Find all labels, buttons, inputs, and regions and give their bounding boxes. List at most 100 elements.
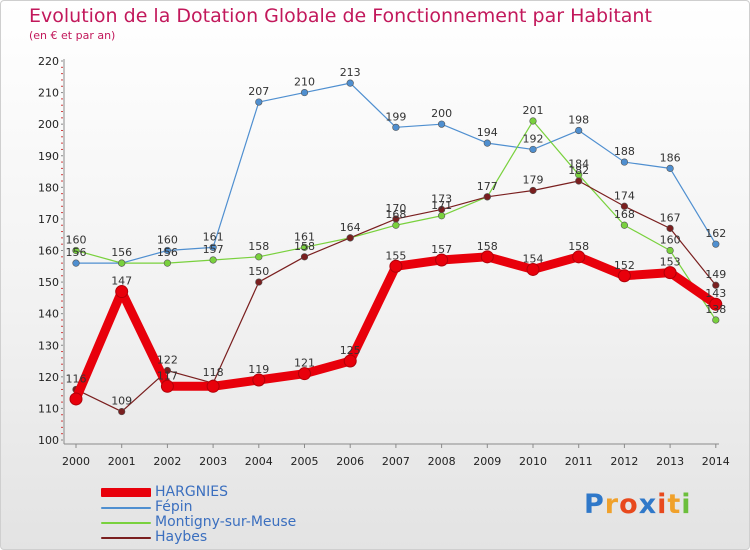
data-point (617, 269, 631, 283)
data-label: 201 (523, 104, 544, 117)
data-label: 186 (660, 151, 681, 164)
y-tick-label: 120 (38, 371, 59, 384)
x-tick-label: 2004 (245, 455, 273, 468)
data-point (392, 221, 400, 229)
data-point (620, 158, 629, 166)
data-point (255, 278, 263, 286)
logo-letter: x (638, 489, 658, 520)
data-point (300, 88, 309, 97)
x-tick-label: 2013 (656, 455, 684, 468)
data-point (526, 262, 540, 276)
x-tick-label: 2006 (336, 455, 364, 468)
data-point (206, 379, 220, 393)
data-point (435, 253, 449, 267)
data-label: 184 (568, 158, 589, 171)
data-point (118, 407, 126, 416)
data-point (160, 379, 174, 393)
proxiti-logo: Proxiti (584, 489, 692, 520)
y-tick-label: 170 (38, 213, 59, 226)
data-label: 161 (203, 230, 224, 243)
data-label: 192 (523, 132, 544, 145)
data-point (72, 246, 80, 255)
data-label: 158 (568, 240, 589, 253)
data-label: 160 (157, 234, 178, 247)
y-tick-label: 160 (38, 245, 59, 258)
data-label: 119 (248, 363, 269, 376)
logo-letter: t (667, 489, 682, 520)
data-label: 162 (705, 227, 726, 240)
y-tick-label: 210 (38, 87, 59, 100)
legend-label: HARGNIES (155, 484, 229, 500)
data-point (483, 139, 491, 147)
data-label: 117 (157, 369, 178, 382)
data-point (392, 123, 400, 131)
data-point (252, 373, 266, 387)
data-point (255, 98, 263, 106)
data-label: 143 (705, 287, 726, 300)
data-label: 173 (431, 192, 452, 205)
data-point (209, 256, 217, 264)
data-label: 174 (614, 189, 635, 202)
logo-letter: i (681, 489, 692, 520)
data-labels: 1601561161561471091601561221171611571182… (66, 66, 727, 407)
data-label: 155 (385, 249, 406, 262)
data-label: 188 (614, 145, 635, 158)
data-label: 200 (431, 107, 452, 120)
data-point (572, 250, 586, 264)
data-point (209, 243, 217, 251)
logo-letter: i (657, 489, 668, 520)
data-label: 156 (66, 246, 87, 259)
data-point (575, 126, 583, 135)
y-tick-label: 220 (38, 55, 59, 68)
legend-swatch (101, 536, 151, 539)
data-label: 171 (431, 199, 452, 212)
data-label: 125 (340, 344, 361, 357)
data-point (115, 285, 129, 299)
y-tick-label: 100 (38, 434, 59, 447)
data-point (163, 246, 171, 255)
x-tick-label: 2002 (153, 455, 181, 468)
data-point (529, 117, 537, 125)
data-point (298, 367, 311, 381)
legend-swatch (101, 488, 151, 497)
data-point (438, 120, 446, 128)
data-point (72, 259, 80, 267)
data-point (438, 205, 446, 214)
data-label: 198 (568, 113, 589, 126)
data-label: 168 (385, 208, 406, 221)
logo-letter: P (584, 489, 605, 520)
x-tick-label: 2014 (702, 455, 730, 468)
data-label: 138 (705, 303, 726, 316)
data-point (483, 193, 491, 201)
data-label: 156 (157, 246, 178, 259)
y-tick-label: 190 (38, 150, 59, 163)
data-label: 122 (157, 354, 178, 367)
data-label: 177 (477, 180, 498, 193)
data-label: 164 (340, 221, 361, 234)
data-label: 153 (660, 256, 681, 269)
data-label: 116 (66, 372, 87, 385)
y-tick-label: 150 (38, 276, 59, 289)
logo-letter: r (604, 489, 620, 520)
data-point (709, 297, 723, 311)
chart-subtitle: (en € et par an) (29, 29, 116, 42)
data-point (529, 186, 537, 195)
data-point (69, 392, 83, 406)
data-label: 158 (294, 240, 315, 253)
data-label: 168 (614, 208, 635, 221)
axes: 100 110 120 130 140 150 160 170 180 190 200 210 220 2… (38, 55, 730, 468)
data-point (163, 259, 171, 267)
x-tick-label: 2001 (108, 455, 136, 468)
data-point (343, 354, 357, 368)
data-point (712, 316, 720, 324)
y-tick-label: 140 (38, 308, 59, 321)
data-point (712, 240, 720, 248)
legend-label: Montigny-sur-Meuse (155, 514, 297, 530)
x-tick-label: 2007 (382, 455, 410, 468)
series-lines (69, 79, 723, 416)
data-point (666, 164, 674, 172)
data-label: 179 (523, 173, 544, 186)
data-label: 199 (385, 110, 406, 123)
x-tick-label: 2012 (610, 455, 638, 468)
